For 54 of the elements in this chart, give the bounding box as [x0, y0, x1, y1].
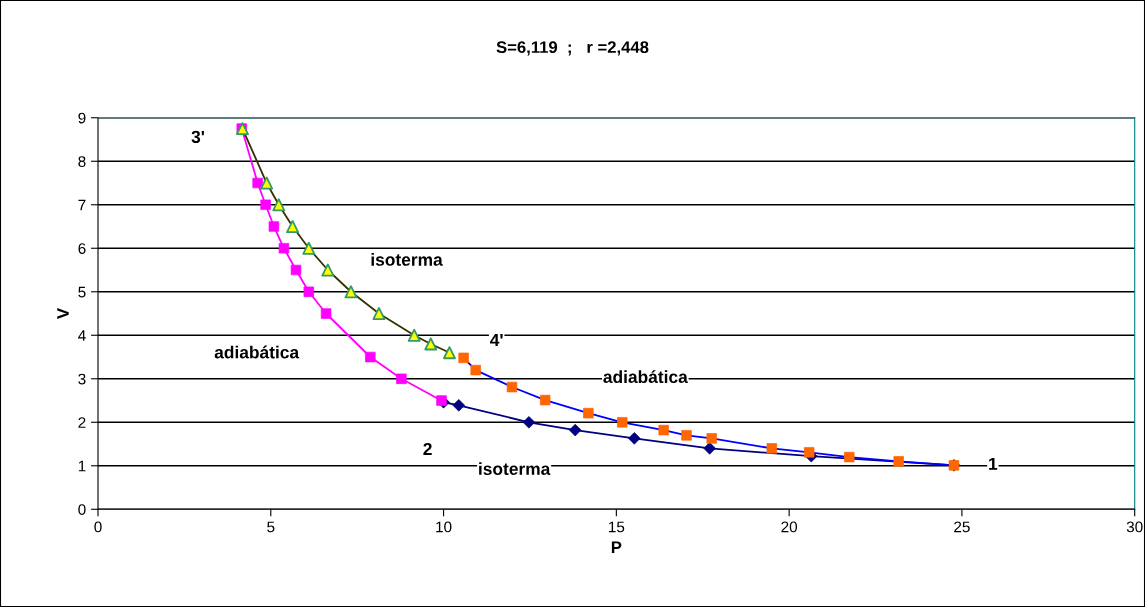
point: [452, 399, 466, 412]
point: [703, 442, 716, 455]
point: [303, 286, 315, 297]
annotation: isoterma: [479, 462, 551, 476]
point: [568, 423, 582, 437]
annotation: 1: [989, 457, 998, 470]
y-tick-label: 2: [78, 417, 86, 428]
point: [344, 285, 358, 299]
x-tick-label: 25: [954, 521, 970, 533]
point: [290, 264, 302, 276]
y-tick-label: 0: [78, 504, 86, 515]
annotation: 3': [191, 130, 205, 144]
annotation: isoterma: [371, 253, 443, 266]
chart-title: S=6,119 ; r =2,448: [496, 41, 649, 56]
x-tick-label: 15: [609, 521, 625, 533]
point: [617, 417, 628, 428]
x-tick-label: 0: [94, 521, 102, 533]
annotation: 4': [490, 334, 503, 347]
point: [302, 241, 316, 255]
y-tick-label: 6: [78, 243, 86, 254]
point: [539, 394, 551, 406]
point: [506, 381, 518, 393]
point: [424, 337, 438, 351]
point: [286, 220, 300, 233]
annotation: 2: [423, 442, 432, 456]
point: [372, 307, 386, 320]
y-tick-label: 4: [78, 330, 86, 341]
x-tick-label: 30: [1126, 521, 1143, 533]
annotation: adiabática: [214, 345, 300, 359]
y-tick-label: 3: [78, 373, 86, 385]
point: [260, 176, 274, 190]
annotation: adiabática: [603, 370, 688, 384]
point: [844, 451, 855, 463]
y-tick-label: 7: [78, 199, 86, 211]
point: [803, 447, 815, 458]
y-tick-label: 5: [78, 286, 86, 298]
x-tick-label: 10: [436, 521, 452, 533]
point: [522, 416, 536, 429]
point: [365, 351, 376, 363]
point: [407, 328, 421, 342]
point: [470, 364, 481, 376]
y-tick-label: 9: [78, 112, 86, 124]
point: [442, 346, 456, 360]
x-tick-label: 5: [267, 521, 275, 533]
y-tick-label: 1: [78, 460, 86, 472]
x-tick-label: 20: [781, 521, 798, 533]
point: [628, 432, 641, 445]
point: [278, 243, 290, 254]
x-axis-title: P: [611, 541, 622, 553]
point: [658, 424, 669, 436]
y-axis-title: V: [57, 308, 69, 319]
point: [272, 198, 286, 212]
y-tick-label: 8: [78, 156, 86, 167]
point: [321, 263, 335, 277]
